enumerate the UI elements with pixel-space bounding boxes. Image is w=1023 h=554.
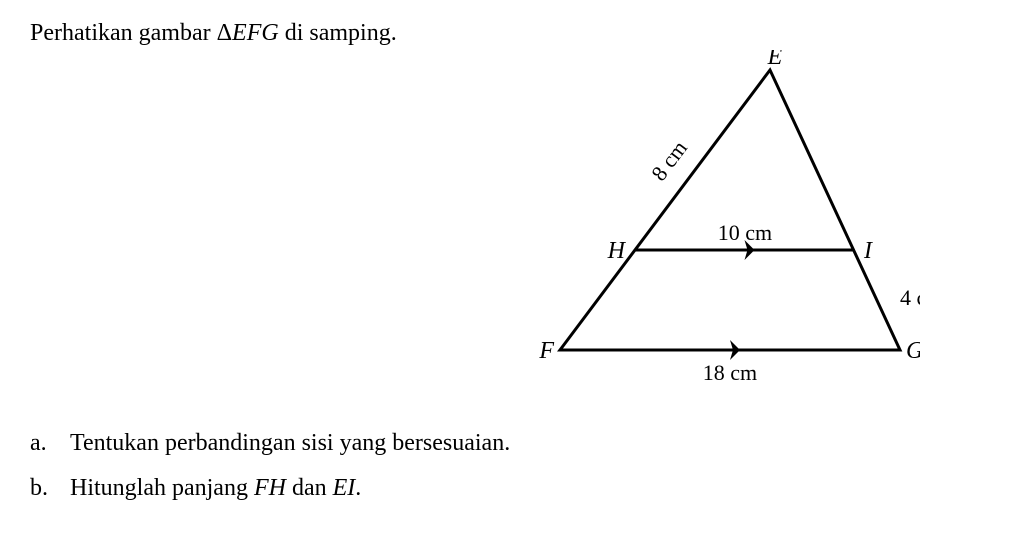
length-label-ig: 4 cm — [900, 285, 920, 310]
question-a-text: Tentukan perbandingan sisi yang bersesua… — [70, 430, 510, 457]
qb-suffix: . — [355, 475, 361, 501]
vertex-label-i: I — [863, 238, 873, 264]
length-label-fg: 18 cm — [703, 360, 757, 385]
questions-block: a. Tentukan perbandingan sisi yang berse… — [30, 430, 510, 520]
vertex-label-g: G — [906, 338, 920, 364]
vertex-label-h: H — [607, 238, 627, 264]
triangle-efg-path — [560, 70, 900, 350]
question-a-letter: a. — [30, 430, 70, 457]
length-label-hi: 10 cm — [718, 220, 772, 245]
question-b-text: Hitunglah panjang FH dan EI. — [70, 475, 361, 502]
triangle-svg: E F G H I 8 cm 10 cm 4 cm 18 cm — [500, 50, 920, 390]
triangle-name: EFG — [232, 20, 279, 46]
statement-suffix: di samping. — [279, 20, 397, 46]
question-b: b. Hitunglah panjang FH dan EI. — [30, 475, 510, 502]
problem-statement: Perhatikan gambar ΔEFG di samping. — [30, 20, 993, 47]
question-b-letter: b. — [30, 475, 70, 502]
qb-var2: EI — [333, 475, 356, 501]
qb-prefix: Hitunglah panjang — [70, 475, 254, 501]
triangle-symbol: Δ — [217, 20, 232, 46]
qb-mid: dan — [286, 475, 333, 501]
vertex-label-e: E — [767, 50, 783, 70]
question-a: a. Tentukan perbandingan sisi yang berse… — [30, 430, 510, 457]
triangle-diagram: E F G H I 8 cm 10 cm 4 cm 18 cm — [500, 50, 920, 390]
length-label-eh: 8 cm — [646, 136, 692, 186]
statement-prefix: Perhatikan gambar — [30, 20, 217, 46]
qb-var1: FH — [254, 475, 286, 501]
vertex-label-f: F — [538, 338, 554, 364]
